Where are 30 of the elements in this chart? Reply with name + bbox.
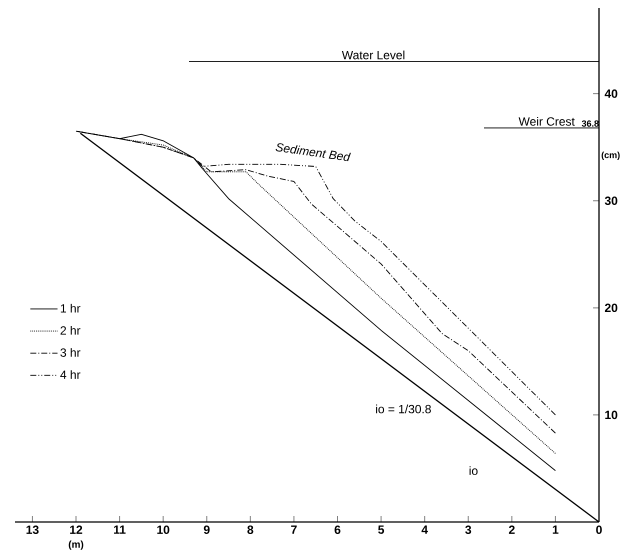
y-axis-title: (cm)	[602, 152, 620, 160]
x-tick-label: 6	[334, 526, 340, 534]
y-tick-label: 40	[604, 89, 618, 98]
x-tick-label: 1	[552, 526, 558, 534]
x-tick-label: 7	[291, 526, 297, 534]
annotation: io = 1/30.8	[376, 404, 431, 414]
x-tick-label: 11	[114, 526, 126, 534]
x-tick-label: 12	[70, 526, 82, 534]
annotation: io	[470, 466, 478, 475]
x-tick-label: 3	[465, 526, 472, 534]
x-tick-label: 8	[247, 526, 254, 534]
legend-label: 3 hr	[60, 348, 80, 357]
y-tick-label: 10	[605, 410, 618, 420]
x-tick-label: 0	[596, 526, 602, 534]
annotation: Sediment Bed	[276, 143, 351, 162]
x-tick-label: 9	[204, 526, 210, 534]
x-tick-label: 10	[157, 526, 170, 534]
x-tick-label: 2	[508, 526, 515, 534]
legend-label: 1 hr	[60, 304, 80, 313]
x-tick-label: 4	[422, 526, 428, 534]
y-tick-label: 20	[604, 304, 618, 312]
legend-label: 4 hr	[60, 370, 80, 379]
x-axis-title: (m)	[68, 540, 84, 550]
annotation: 36.8	[582, 120, 599, 127]
x-tick-label: 5	[378, 526, 384, 534]
ref-line-label: Weir Crest	[518, 116, 575, 126]
y-tick-label: 30	[604, 196, 618, 205]
legend-label: 2 hr	[60, 326, 80, 335]
x-tick-label: 13	[26, 526, 39, 534]
ref-line-label: Water Level	[342, 50, 404, 60]
